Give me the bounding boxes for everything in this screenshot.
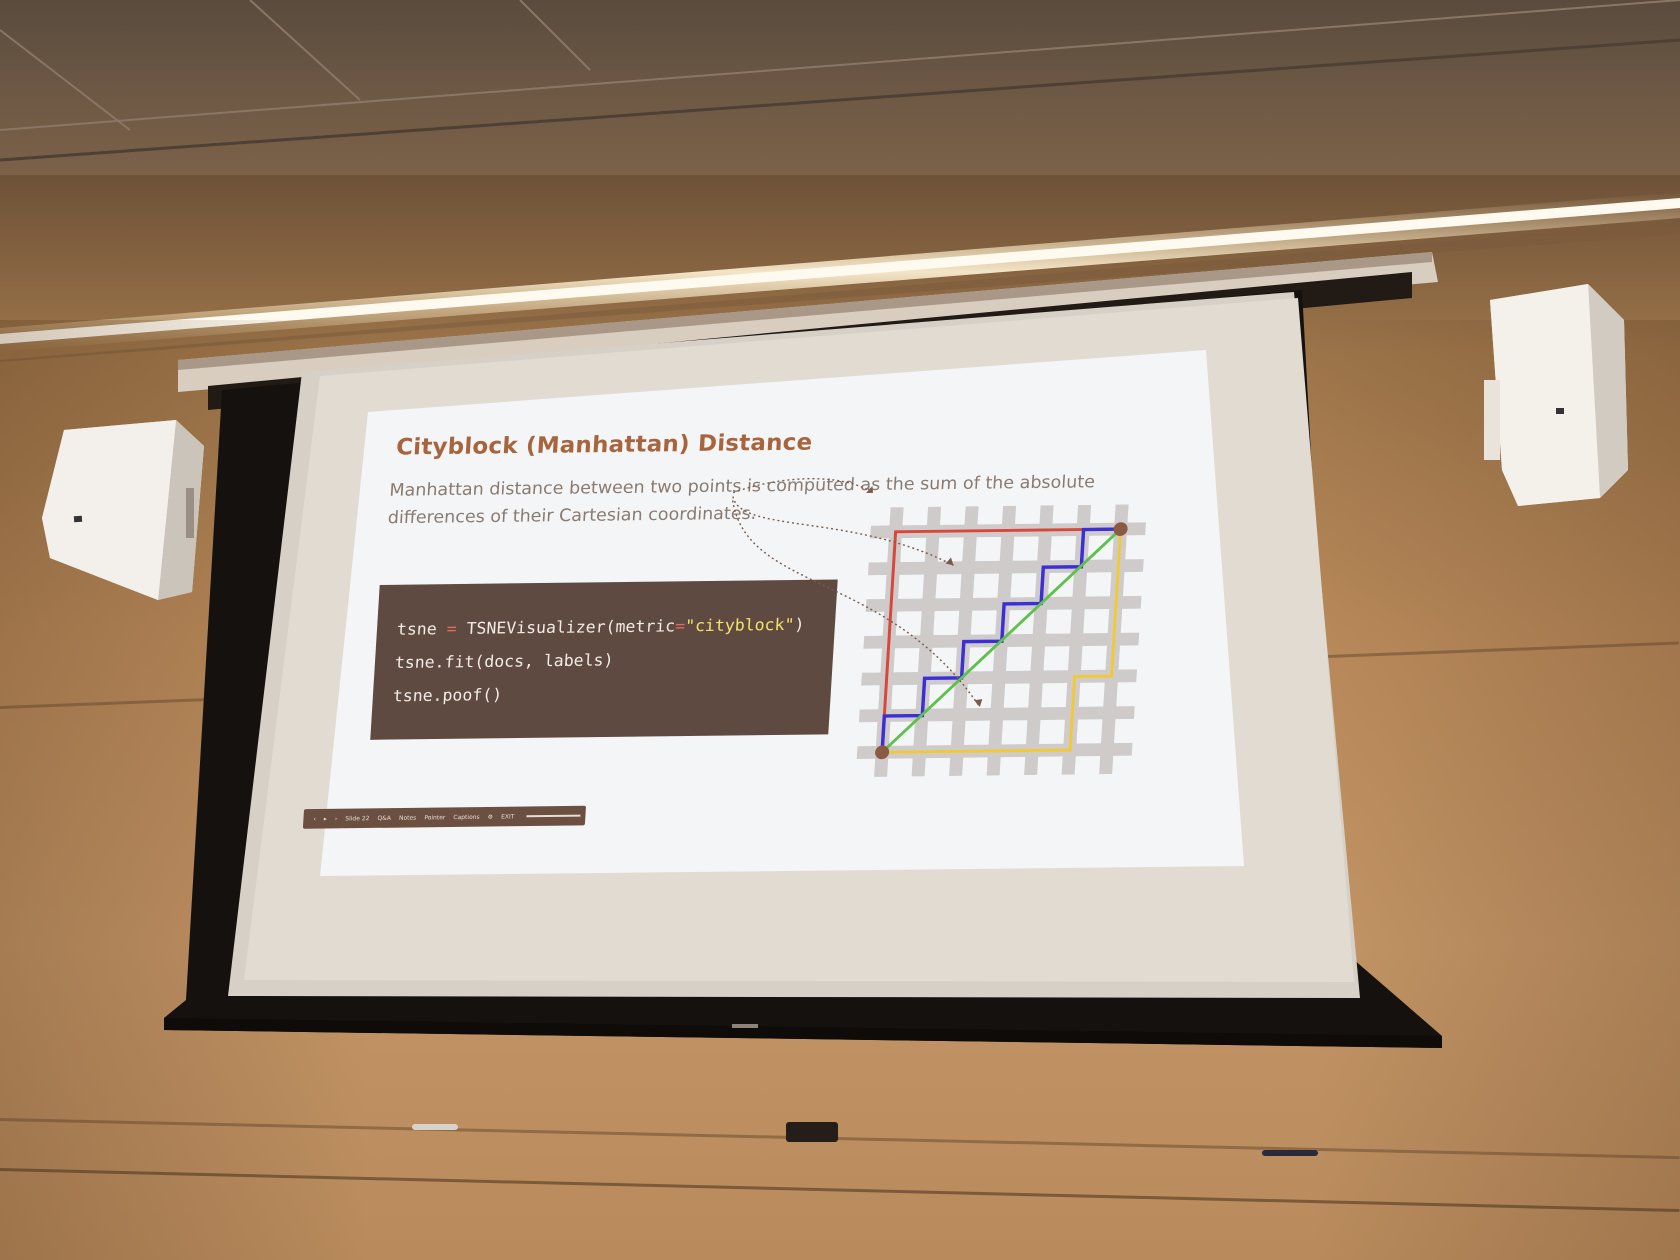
whiteboard-eraser [786,1122,838,1142]
ceiling-light-strip [0,192,1680,362]
captions-button[interactable]: Captions [453,813,480,821]
presentation-slide: Cityblock (Manhattan) Distance Manhattan… [302,341,1252,861]
dotted-annotation-arrows [731,478,983,708]
pointer-button[interactable]: Pointer [424,813,446,821]
presentation-toolbar: ‹ ▸ › Slide 22 Q&A Notes Pointer Caption… [302,805,587,829]
code-line-2: tsne.fit(docs, labels) [394,650,615,672]
prev-slide-button[interactable]: ‹ [313,815,317,823]
right-speaker [1484,284,1628,506]
left-speaker [42,420,204,600]
code-call: TSNEVisualizer(metric [465,616,676,638]
slide-title: Cityblock (Manhattan) Distance [395,429,814,461]
qa-button[interactable]: Q&A [377,814,392,822]
code-var: tsne [396,619,438,639]
manhattan-grid-figure [856,504,1146,777]
code-line-3: tsne.poof() [392,685,503,706]
gear-icon[interactable]: ⚙ [487,813,494,821]
play-button[interactable]: ▸ [323,815,328,823]
code-operator: = [446,619,458,639]
yellow-path [882,529,1123,754]
green-euclidean-line [881,528,1122,754]
red-marker [412,1124,458,1130]
ceiling-tile-grid [0,0,1680,162]
red-path [880,527,1121,753]
notes-button[interactable]: Notes [398,814,417,822]
end-point [1113,522,1128,536]
ceiling [0,0,1680,175]
progress-slider[interactable] [526,814,581,818]
exit-button[interactable]: EXIT [500,812,515,821]
dark-marker [1262,1150,1318,1156]
start-point [875,745,890,760]
next-slide-button[interactable]: › [334,815,338,823]
slide-selector[interactable]: Slide 22 [345,814,370,822]
grid-street-vertical [1024,505,1054,776]
